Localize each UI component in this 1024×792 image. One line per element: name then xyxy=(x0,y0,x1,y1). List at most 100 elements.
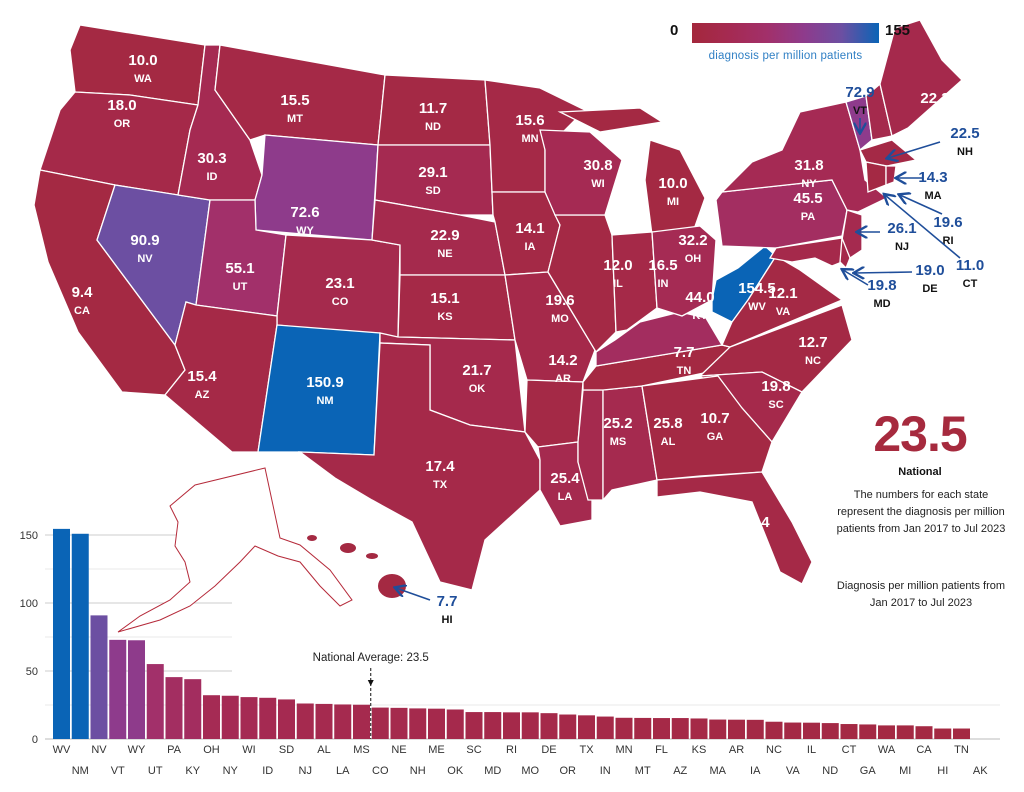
bar-or xyxy=(559,714,577,739)
y-tick-label: 100 xyxy=(20,598,38,610)
state-ak[interactable] xyxy=(117,467,353,633)
x-tick-label: AZ xyxy=(673,765,687,777)
state-ks[interactable] xyxy=(397,274,516,341)
bar-ky xyxy=(184,679,202,739)
x-tick-label: DE xyxy=(541,744,556,756)
bar-nm xyxy=(71,533,89,739)
state-code-label: WA xyxy=(134,73,152,85)
callout-arrow-icon xyxy=(855,272,913,273)
callout-value-label: 14.3 xyxy=(918,169,947,186)
bar-la xyxy=(334,704,352,739)
x-tick-label: ME xyxy=(428,744,445,756)
state-hi[interactable] xyxy=(307,535,317,541)
bar-wv xyxy=(53,528,70,739)
state-code-label: OH xyxy=(685,253,702,265)
state-tx[interactable] xyxy=(297,342,541,591)
x-tick-label: NE xyxy=(391,744,406,756)
x-tick-label: OH xyxy=(203,744,220,756)
x-tick-label: MA xyxy=(710,765,727,777)
state-wi[interactable] xyxy=(539,129,623,216)
bar-mt xyxy=(634,717,652,739)
state-hi[interactable] xyxy=(366,553,378,559)
bar-al xyxy=(315,703,333,739)
state-code-label: WV xyxy=(748,301,766,313)
x-tick-label: MI xyxy=(899,765,911,777)
state-code-label: OK xyxy=(469,383,486,395)
state-mi[interactable] xyxy=(557,107,664,133)
state-ny[interactable] xyxy=(720,101,889,213)
x-tick-label: IA xyxy=(750,765,761,777)
state-value-label: 12.1 xyxy=(768,285,797,302)
state-code-label: IA xyxy=(525,241,536,253)
x-tick-label: CO xyxy=(372,765,389,777)
state-code-label: NC xyxy=(805,355,821,367)
y-tick-label: 150 xyxy=(20,530,38,542)
x-tick-label: KY xyxy=(185,765,200,777)
state-fl[interactable] xyxy=(656,471,813,585)
state-code-label: IN xyxy=(658,278,669,290)
state-value-label: 10.0 xyxy=(128,52,157,69)
state-code-label: IL xyxy=(613,278,623,290)
x-tick-label: WV xyxy=(53,744,71,756)
state-az[interactable] xyxy=(164,301,278,453)
state-value-label: 15.5 xyxy=(280,92,309,109)
state-sd[interactable] xyxy=(374,144,494,216)
state-code-label: AR xyxy=(555,373,571,385)
state-value-label: 90.9 xyxy=(130,232,159,249)
bar-de xyxy=(540,713,558,739)
x-tick-label: TN xyxy=(954,744,969,756)
state-ct[interactable] xyxy=(865,161,887,193)
state-ar[interactable] xyxy=(524,379,584,448)
x-tick-label: WI xyxy=(242,744,255,756)
bar-id xyxy=(259,697,277,739)
state-value-label: 30.8 xyxy=(583,157,612,174)
x-tick-label: WY xyxy=(128,744,146,756)
bar-nc xyxy=(765,721,783,739)
x-tick-label: CA xyxy=(916,744,932,756)
callout-code-label: MA xyxy=(924,190,941,202)
y-tick-label: 0 xyxy=(32,734,38,746)
state-va[interactable] xyxy=(721,255,844,348)
state-il[interactable] xyxy=(547,214,617,354)
national-caption: Diagnosis per million patients from Jan … xyxy=(836,580,1006,609)
x-tick-label: SC xyxy=(466,744,481,756)
callout-value-label: 19.6 xyxy=(933,214,962,231)
state-value-label: 72.6 xyxy=(290,204,319,221)
bar-az xyxy=(671,718,689,739)
state-value-label: 55.1 xyxy=(225,260,254,277)
x-tick-label: NV xyxy=(91,744,107,756)
state-value-label: 150.9 xyxy=(306,374,344,391)
state-in[interactable] xyxy=(611,231,658,333)
state-nj[interactable] xyxy=(841,209,863,259)
x-tick-label: MN xyxy=(615,744,632,756)
x-tick-label: NJ xyxy=(299,765,312,777)
x-tick-label: FL xyxy=(655,744,668,756)
state-code-label: MO xyxy=(551,313,569,325)
state-value-label: 16.5 xyxy=(648,257,677,274)
x-tick-label: GA xyxy=(860,765,877,777)
x-tick-label: ND xyxy=(822,765,838,777)
x-tick-label: MS xyxy=(353,744,370,756)
legend-color-scale xyxy=(692,23,879,43)
y-tick-label: 50 xyxy=(26,666,38,678)
state-code-label: CO xyxy=(332,296,349,308)
callout-arrow-icon xyxy=(900,195,943,215)
state-code-label: NM xyxy=(316,395,333,407)
bar-ma xyxy=(709,719,727,739)
callout-code-label: MD xyxy=(873,298,890,310)
state-code-label: MI xyxy=(667,196,679,208)
bar-il xyxy=(803,722,820,739)
state-ky[interactable] xyxy=(595,311,724,367)
state-hi[interactable] xyxy=(378,574,406,598)
state-wy[interactable] xyxy=(254,134,379,241)
bar-oh xyxy=(203,695,220,739)
state-code-label: NE xyxy=(437,248,452,260)
bar-me xyxy=(428,708,445,739)
x-tick-label: MT xyxy=(635,765,651,777)
state-me[interactable] xyxy=(879,19,963,137)
state-hi[interactable] xyxy=(340,543,356,553)
state-ri[interactable] xyxy=(885,165,897,186)
state-code-label: OR xyxy=(114,118,131,130)
legend-label: diagnosis per million patients xyxy=(708,50,863,62)
bar-ct xyxy=(840,724,858,739)
